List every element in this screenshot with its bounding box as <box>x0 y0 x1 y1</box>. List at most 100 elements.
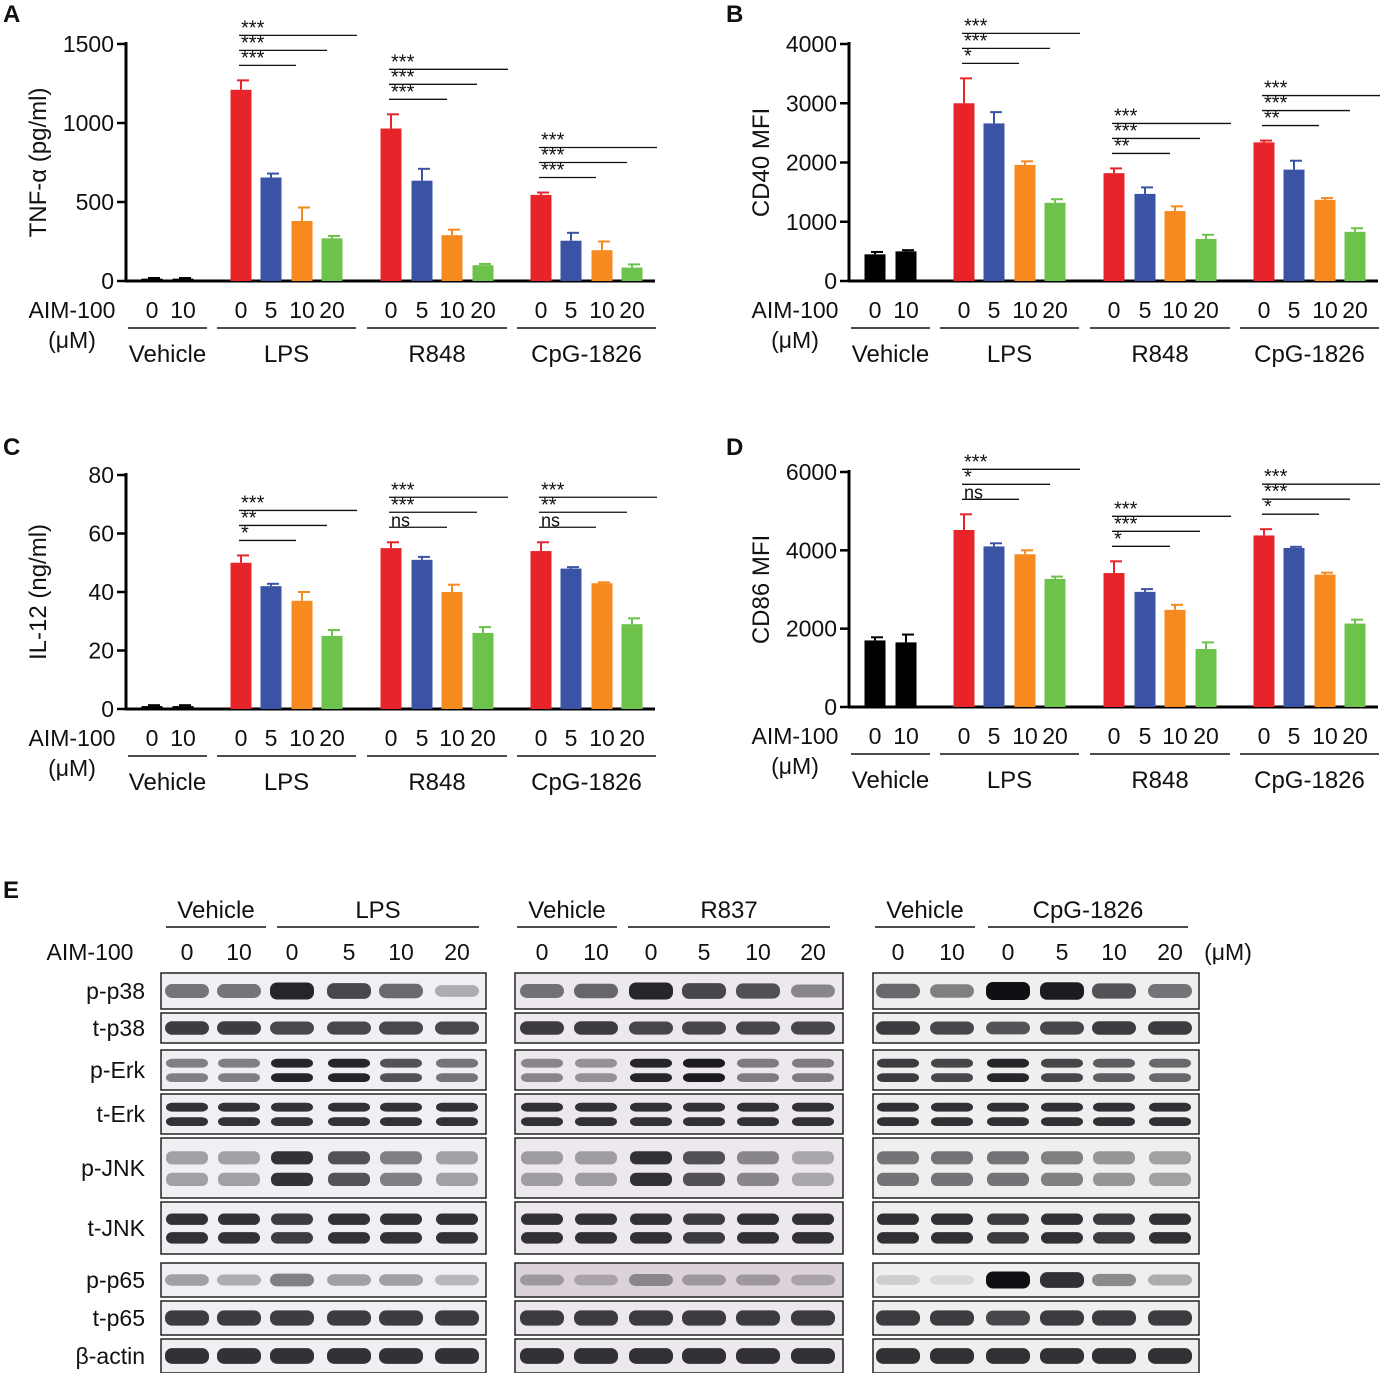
protein-band <box>792 1213 834 1225</box>
dose-label: 20 <box>1042 297 1068 323</box>
protein-band <box>1148 1274 1192 1286</box>
protein-band <box>1093 1172 1135 1186</box>
protein-band <box>574 1021 618 1035</box>
protein-band <box>217 1274 261 1286</box>
protein-band <box>1041 1073 1083 1082</box>
bar <box>1103 173 1125 281</box>
protein-band <box>877 1232 919 1244</box>
dose-label: 10 <box>1312 723 1338 749</box>
blot-row-label: t-p38 <box>93 1015 145 1041</box>
protein-band <box>987 1073 1029 1082</box>
protein-band <box>521 1117 563 1126</box>
protein-band <box>575 1213 617 1225</box>
protein-band <box>521 1102 563 1112</box>
group-label: LPS <box>987 767 1032 794</box>
treatment-header: R837 <box>700 897 757 924</box>
bar <box>1044 202 1066 281</box>
blot-strip <box>514 1093 844 1135</box>
protein-band <box>270 1348 314 1364</box>
protein-band <box>270 1310 314 1326</box>
row-label: AIM-100 <box>752 297 839 323</box>
significance-label: *** <box>964 15 988 37</box>
bar <box>530 194 552 281</box>
treatment-header: CpG-1826 <box>1033 897 1144 924</box>
dose-label: 10 <box>289 297 315 323</box>
significance-label: * <box>1114 528 1122 550</box>
protein-band <box>736 1310 780 1326</box>
significance-label: * <box>241 522 249 544</box>
protein-band <box>218 1117 260 1126</box>
row-unit-label: (μM) <box>771 753 819 779</box>
dose-label: 0 <box>958 297 971 323</box>
protein-band <box>737 1058 779 1068</box>
bar <box>260 177 282 281</box>
protein-band <box>1041 1232 1083 1244</box>
protein-band <box>931 1232 973 1244</box>
protein-band <box>791 1021 835 1035</box>
bar <box>1253 535 1275 707</box>
protein-band <box>166 1213 208 1225</box>
protein-band <box>218 1151 260 1165</box>
treatment-header: Vehicle <box>177 897 254 924</box>
protein-band <box>575 1117 617 1126</box>
blot-row-label: t-JNK <box>88 1215 146 1241</box>
unit-label: (μM) <box>1204 939 1252 965</box>
protein-band <box>436 1117 478 1126</box>
blot-strip <box>872 1300 1200 1336</box>
dose-label: 5 <box>265 297 278 323</box>
dose-label: 10 <box>289 725 315 751</box>
dose-label: 5 <box>343 939 356 965</box>
protein-band <box>435 1310 479 1326</box>
bar <box>230 89 252 281</box>
y-tick-label: 4000 <box>786 537 837 563</box>
protein-band <box>630 1151 672 1165</box>
protein-band <box>930 1348 974 1364</box>
blot-strip <box>160 1262 487 1298</box>
protein-band <box>791 1348 835 1364</box>
group-label: CpG-1826 <box>531 341 642 368</box>
row-label: AIM-100 <box>752 723 839 749</box>
protein-band <box>683 1213 725 1225</box>
bar <box>1044 578 1066 707</box>
significance-label: *** <box>964 451 988 473</box>
group-label: Vehicle <box>129 769 206 796</box>
y-tick-label: 2000 <box>786 616 837 642</box>
bar <box>1014 164 1036 281</box>
bar <box>411 559 433 709</box>
protein-band <box>987 1232 1029 1244</box>
blot-strip <box>872 1049 1200 1091</box>
protein-band <box>1093 1117 1135 1126</box>
protein-band <box>877 1172 919 1186</box>
protein-band <box>877 1058 919 1068</box>
bar <box>864 254 886 281</box>
protein-band <box>380 1151 422 1165</box>
blot-strip <box>872 1262 1200 1298</box>
blot-strip <box>160 1338 487 1373</box>
protein-band <box>271 1151 313 1165</box>
bar <box>1195 649 1217 707</box>
protein-band <box>737 1213 779 1225</box>
protein-band <box>877 1102 919 1112</box>
dose-label: 10 <box>745 939 771 965</box>
western-blot-panel: E AIM-100 (μM) Vehicle LPS 0 10 0 5 10 20 Vehicle R8… <box>3 877 1252 1373</box>
protein-band <box>736 983 780 999</box>
dose-label: 5 <box>265 725 278 751</box>
protein-band <box>165 1274 209 1286</box>
significance-label: *** <box>541 160 565 182</box>
bar <box>1164 211 1186 281</box>
bar <box>380 128 402 281</box>
protein-band <box>574 983 618 999</box>
protein-band <box>877 1213 919 1225</box>
significance-label: *** <box>391 479 415 501</box>
significance-label: *** <box>391 81 415 103</box>
group-label: LPS <box>264 769 309 796</box>
y-tick-label: 1000 <box>786 209 837 235</box>
dose-label: 0 <box>892 939 905 965</box>
protein-band <box>737 1073 779 1082</box>
y-tick-label: 40 <box>88 579 114 605</box>
bar <box>1103 573 1125 707</box>
protein-band <box>930 1310 974 1326</box>
protein-band <box>271 1102 313 1112</box>
protein-band <box>736 1021 780 1035</box>
